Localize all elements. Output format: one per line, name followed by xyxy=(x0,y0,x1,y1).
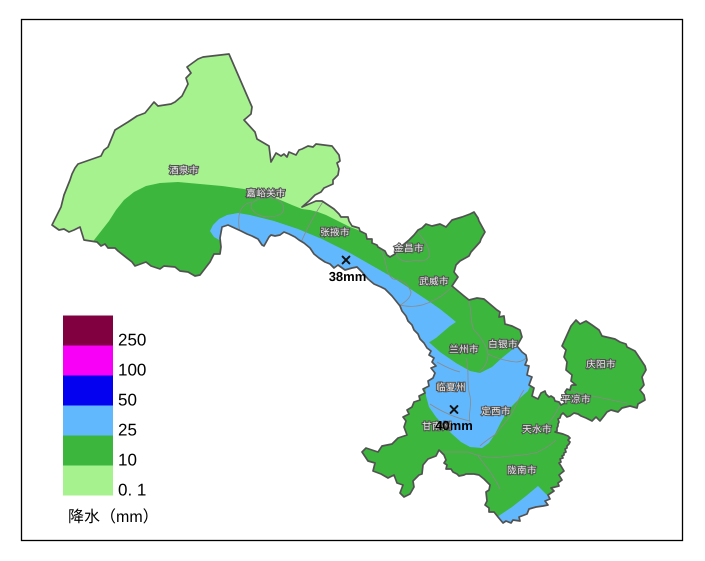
svg-text:平凉市: 平凉市 xyxy=(561,394,591,406)
svg-text:金昌市: 金昌市 xyxy=(394,243,424,255)
svg-text:武威市: 武威市 xyxy=(419,276,449,288)
svg-text:酒泉市: 酒泉市 xyxy=(169,165,199,177)
svg-text:张掖市: 张掖市 xyxy=(320,227,350,239)
svg-text:100: 100 xyxy=(118,361,146,380)
svg-text:定西市: 定西市 xyxy=(481,406,511,418)
svg-text:降水（mm）: 降水（mm） xyxy=(68,508,159,526)
svg-text:嘉峪关市: 嘉峪关市 xyxy=(246,188,286,200)
svg-text:兰州市: 兰州市 xyxy=(449,344,479,356)
svg-text:临夏州: 临夏州 xyxy=(436,382,466,394)
svg-text:白银市: 白银市 xyxy=(488,339,518,351)
svg-text:庆阳市: 庆阳市 xyxy=(586,359,616,371)
svg-text:38mm: 38mm xyxy=(329,269,367,284)
svg-text:甘南州: 甘南州 xyxy=(422,421,452,433)
svg-text:0. 1: 0. 1 xyxy=(118,481,146,500)
svg-text:25: 25 xyxy=(118,421,137,440)
svg-text:50: 50 xyxy=(118,391,137,410)
svg-text:10: 10 xyxy=(118,451,137,470)
svg-text:40mm: 40mm xyxy=(435,418,473,433)
svg-text:250: 250 xyxy=(118,331,146,350)
svg-text:天水市: 天水市 xyxy=(522,424,552,436)
svg-text:陇南市: 陇南市 xyxy=(507,465,537,477)
